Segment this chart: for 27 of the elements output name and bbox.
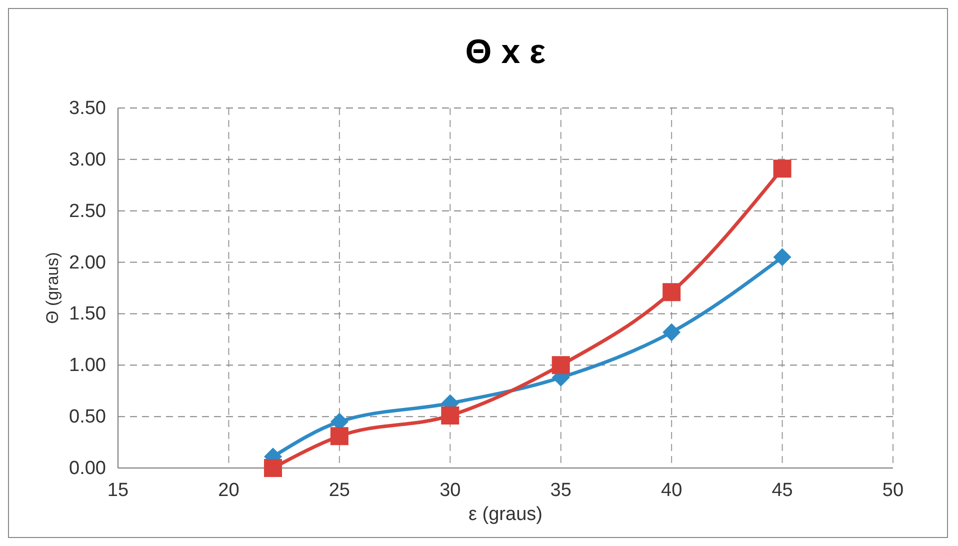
point: [662, 283, 681, 302]
chart-title: Θ x ε: [465, 33, 546, 71]
x-tick-label: 40: [661, 480, 682, 501]
point: [330, 427, 348, 446]
point: [552, 356, 570, 374]
x-tick-label: 15: [107, 480, 129, 501]
x-tick-label: 30: [440, 480, 461, 501]
point: [773, 248, 792, 266]
y-tick-label: 1.00: [69, 355, 106, 376]
y-tick-label: 3.50: [69, 98, 106, 119]
point: [264, 459, 282, 477]
x-tick-label: 35: [550, 480, 572, 501]
x-tick-label: 20: [218, 480, 240, 501]
point: [662, 323, 681, 342]
x-axis-title: ε (graus): [468, 504, 542, 525]
y-tick-label: 0.50: [69, 406, 106, 428]
x-tick-label: 45: [772, 480, 793, 501]
y-axis-title: Θ (graus): [43, 252, 62, 324]
y-tick-label: 0.00: [69, 458, 106, 479]
y-tick-label: 2.00: [69, 252, 106, 274]
y-tick-label: 2.50: [69, 200, 106, 222]
point: [441, 406, 460, 425]
y-tick-label: 1.50: [69, 304, 106, 325]
point: [773, 160, 792, 178]
x-tick-label: 25: [328, 480, 350, 501]
y-tick-label: 3.00: [69, 149, 106, 170]
x-tick-label: 50: [882, 480, 904, 501]
